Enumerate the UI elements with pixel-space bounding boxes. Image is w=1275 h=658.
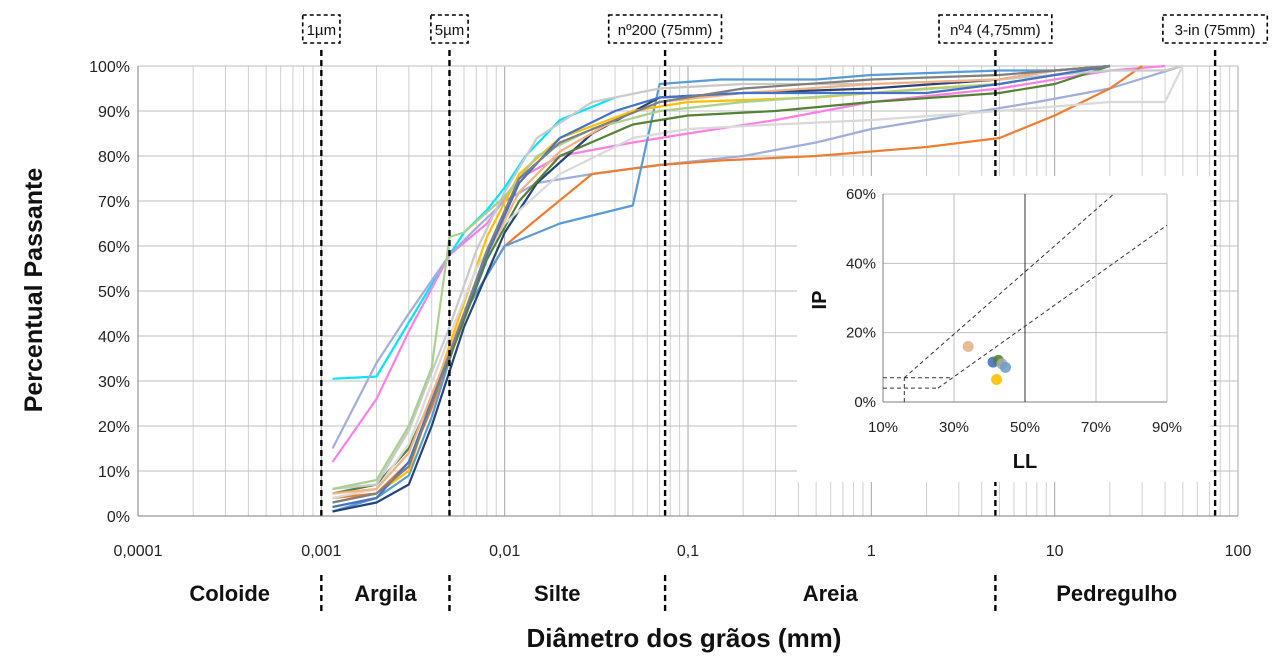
soil-classes: Coloide Argila Silte Areia Pedregulho	[189, 575, 1177, 612]
y-tick-label: 0%	[107, 509, 130, 526]
y-tick-label: 30%	[98, 374, 130, 391]
gradation-curves	[331, 64, 1184, 513]
inset-x-tick: 90%	[1152, 419, 1182, 436]
y-tick-label: 40%	[98, 329, 130, 346]
inset-point	[991, 373, 1003, 385]
gradation-curve	[332, 64, 1111, 491]
x-tick-label: 0,01	[489, 543, 520, 560]
sieve-reference-lines: 1µm 5µm nº200 (75mm) nº4 (4,75mm) 3-in (75mm…	[301, 14, 1269, 516]
x-tick-label: 1	[867, 543, 876, 560]
inset-point	[962, 341, 974, 353]
inset-x-tick: 50%	[1010, 419, 1040, 436]
soil-class-label: Silte	[534, 581, 580, 606]
x-axis-title: Diâmetro dos grãos (mm)	[527, 623, 842, 653]
y-axis-title: Percentual Passante	[20, 168, 48, 413]
inset-a-line	[937, 224, 1168, 389]
x-tick-label: 100	[1225, 543, 1252, 560]
plasticity-inset: 0% 20% 40% 60% 10% 30% 50% 70% 90% LL IP	[797, 176, 1210, 482]
reference-label: 3-in (75mm)	[1175, 22, 1256, 39]
soil-class-label: Argila	[354, 581, 417, 606]
inset-y-tick: 0%	[854, 394, 876, 411]
gradation-curve	[332, 64, 1110, 495]
x-tick-label: 0,0001	[114, 543, 163, 560]
y-tick-label: 60%	[98, 239, 130, 256]
reference-label-box	[301, 14, 341, 44]
soil-class-label: Coloide	[189, 581, 270, 606]
inset-x-tick: 70%	[1081, 419, 1111, 436]
reference-label: 5µm	[435, 22, 464, 39]
inset-u-line	[903, 193, 1115, 379]
gradation-curve	[332, 64, 1110, 504]
y-tick-label: 80%	[98, 149, 130, 166]
reference-label-box	[938, 14, 1053, 44]
gradation-curve	[332, 64, 1110, 513]
inset-x-label: LL	[1013, 451, 1037, 473]
x-tick-label: 0,001	[301, 543, 341, 560]
x-tick-label: 10	[1046, 543, 1064, 560]
reference-label-box	[1162, 14, 1269, 44]
gradation-curve	[332, 65, 1184, 500]
inset-y-tick: 60%	[846, 186, 876, 203]
y-tick-label: 20%	[98, 419, 130, 436]
inset-y-tick: 40%	[846, 255, 876, 272]
y-tick-label: 100%	[89, 59, 130, 76]
x-tick-label: 0,1	[677, 543, 699, 560]
reference-label-box	[607, 14, 723, 44]
y-tick-label: 70%	[98, 194, 130, 211]
inset-background	[797, 176, 1210, 482]
inset-y-label: IP	[809, 291, 831, 310]
gradation-curve	[332, 64, 1184, 491]
y-tick-label: 50%	[98, 284, 130, 301]
inset-x-tick: 30%	[939, 419, 969, 436]
inset-x-tick: 10%	[868, 419, 898, 436]
reference-label: nº200 (75mm)	[618, 22, 713, 39]
soil-class-label: Areia	[803, 581, 859, 606]
gradation-curve	[331, 64, 1166, 463]
reference-label: 1µm	[307, 22, 336, 39]
main-axes: 0%10%20%30%40%50%60%70%80%90%100%0,0001 0…	[89, 59, 1251, 560]
inset-y-tick: 20%	[846, 325, 876, 342]
reference-label: nº4 (4,75mm)	[950, 22, 1041, 39]
y-tick-label: 90%	[98, 104, 130, 121]
soil-class-label: Pedregulho	[1056, 581, 1177, 606]
y-tick-label: 10%	[98, 464, 130, 481]
inset-point	[999, 361, 1011, 373]
reference-label-box	[430, 14, 469, 44]
